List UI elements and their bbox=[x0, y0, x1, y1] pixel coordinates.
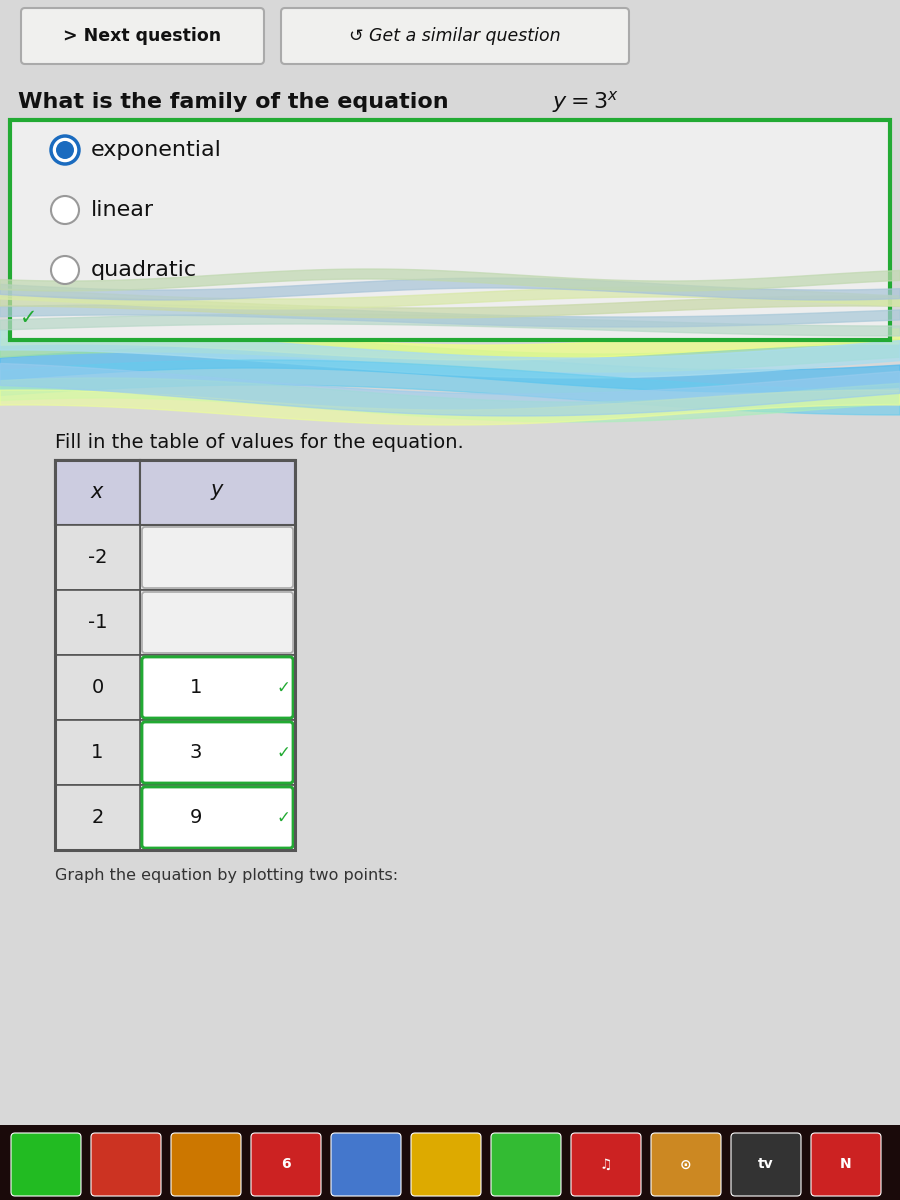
Circle shape bbox=[51, 196, 79, 224]
FancyBboxPatch shape bbox=[10, 120, 890, 340]
FancyBboxPatch shape bbox=[142, 527, 293, 588]
FancyBboxPatch shape bbox=[281, 8, 629, 64]
FancyBboxPatch shape bbox=[21, 8, 264, 64]
Text: 9: 9 bbox=[190, 808, 202, 827]
Text: Graph the equation by plotting two points:: Graph the equation by plotting two point… bbox=[55, 868, 398, 883]
FancyBboxPatch shape bbox=[140, 590, 295, 655]
FancyBboxPatch shape bbox=[55, 460, 140, 526]
Text: 1: 1 bbox=[190, 678, 202, 697]
FancyBboxPatch shape bbox=[140, 526, 295, 590]
Text: What is the family of the equation: What is the family of the equation bbox=[18, 92, 456, 112]
Text: ✓: ✓ bbox=[20, 308, 38, 328]
Text: quadratic: quadratic bbox=[91, 260, 197, 280]
Text: 3: 3 bbox=[190, 743, 202, 762]
FancyBboxPatch shape bbox=[142, 658, 293, 718]
FancyBboxPatch shape bbox=[140, 785, 295, 850]
Text: -1: -1 bbox=[88, 613, 107, 632]
FancyBboxPatch shape bbox=[491, 1133, 561, 1196]
Text: $y$: $y$ bbox=[210, 482, 225, 503]
Text: > Next question: > Next question bbox=[63, 26, 221, 44]
FancyBboxPatch shape bbox=[91, 1133, 161, 1196]
FancyBboxPatch shape bbox=[731, 1133, 801, 1196]
FancyBboxPatch shape bbox=[0, 1126, 900, 1200]
Text: ✓: ✓ bbox=[276, 678, 290, 696]
FancyBboxPatch shape bbox=[251, 1133, 321, 1196]
Text: N: N bbox=[841, 1158, 851, 1171]
Text: tv: tv bbox=[758, 1158, 774, 1171]
Circle shape bbox=[51, 136, 79, 164]
FancyBboxPatch shape bbox=[142, 787, 293, 848]
FancyBboxPatch shape bbox=[0, 0, 900, 70]
FancyBboxPatch shape bbox=[140, 720, 295, 785]
FancyBboxPatch shape bbox=[55, 590, 140, 655]
Text: 2: 2 bbox=[91, 808, 104, 827]
Text: -2: -2 bbox=[88, 548, 107, 566]
Text: 1: 1 bbox=[91, 743, 104, 762]
FancyBboxPatch shape bbox=[0, 0, 900, 1130]
Text: Fill in the table of values for the equation.: Fill in the table of values for the equa… bbox=[55, 432, 464, 451]
FancyBboxPatch shape bbox=[571, 1133, 641, 1196]
Text: linear: linear bbox=[91, 200, 154, 220]
FancyBboxPatch shape bbox=[142, 722, 293, 782]
Text: 6: 6 bbox=[281, 1158, 291, 1171]
Circle shape bbox=[56, 140, 74, 158]
FancyBboxPatch shape bbox=[142, 658, 293, 718]
Text: ↺ Get a similar question: ↺ Get a similar question bbox=[349, 26, 561, 44]
FancyBboxPatch shape bbox=[142, 592, 293, 653]
Text: $x$: $x$ bbox=[90, 482, 105, 503]
Text: ⊙: ⊙ bbox=[680, 1158, 692, 1171]
Text: exponential: exponential bbox=[91, 140, 222, 160]
FancyBboxPatch shape bbox=[171, 1133, 241, 1196]
FancyBboxPatch shape bbox=[140, 460, 295, 526]
FancyBboxPatch shape bbox=[142, 787, 293, 848]
FancyBboxPatch shape bbox=[140, 655, 295, 720]
FancyBboxPatch shape bbox=[142, 722, 293, 782]
Text: ♫: ♫ bbox=[599, 1158, 612, 1171]
FancyBboxPatch shape bbox=[651, 1133, 721, 1196]
Text: 0: 0 bbox=[92, 678, 104, 697]
FancyBboxPatch shape bbox=[811, 1133, 881, 1196]
Text: $y = 3^x$: $y = 3^x$ bbox=[552, 89, 618, 115]
FancyBboxPatch shape bbox=[55, 655, 140, 720]
FancyBboxPatch shape bbox=[411, 1133, 481, 1196]
Circle shape bbox=[51, 256, 79, 284]
Text: ✓: ✓ bbox=[276, 809, 290, 827]
FancyBboxPatch shape bbox=[11, 1133, 81, 1196]
FancyBboxPatch shape bbox=[55, 526, 140, 590]
FancyBboxPatch shape bbox=[331, 1133, 401, 1196]
FancyBboxPatch shape bbox=[55, 785, 140, 850]
Text: ✓: ✓ bbox=[276, 744, 290, 762]
FancyBboxPatch shape bbox=[55, 720, 140, 785]
